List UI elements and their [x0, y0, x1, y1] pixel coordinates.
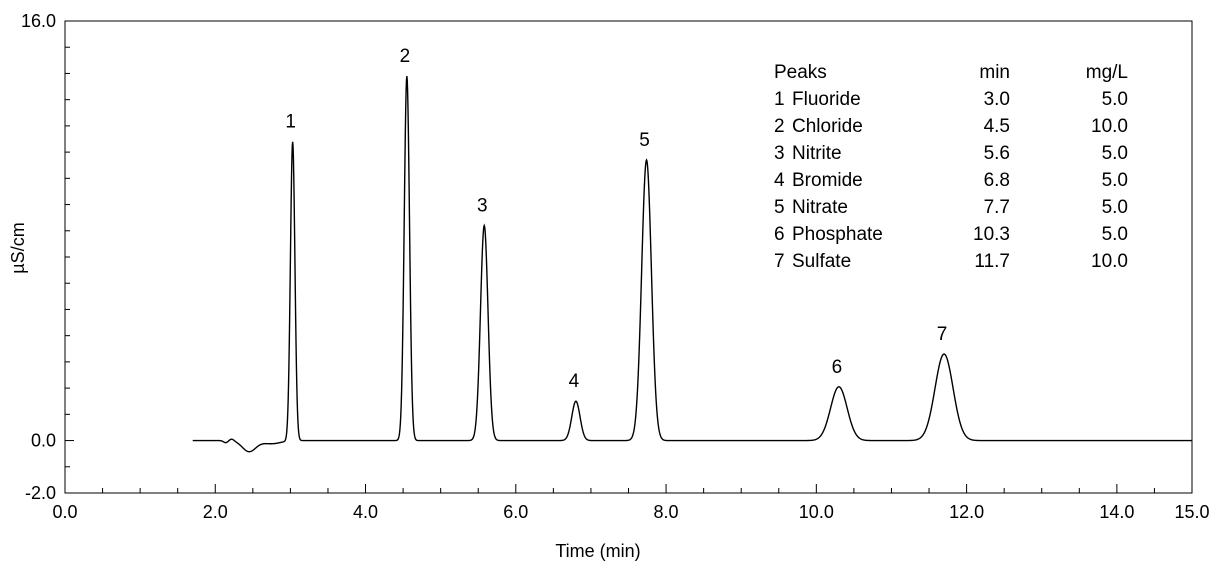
x-tick-label: 0.0 — [52, 502, 77, 522]
legend-peak-number: 5 — [774, 197, 785, 218]
plot-frame — [64, 20, 1193, 494]
peak-label-3: 3 — [477, 196, 488, 217]
y-tick-label: -2.0 — [25, 483, 56, 503]
trace-group — [192, 75, 1192, 453]
x-tick-label: 15.0 — [1174, 502, 1209, 522]
legend-peak-min: 4.5 — [984, 116, 1010, 137]
x-tick-label: 14.0 — [1099, 502, 1134, 522]
legend-header-min: min — [979, 62, 1010, 83]
legend-peak-mgl: 10.0 — [1091, 251, 1128, 272]
legend-peak-mgl: 10.0 — [1091, 116, 1128, 137]
peak-label-7: 7 — [937, 324, 948, 345]
peak-label-2: 2 — [400, 46, 411, 67]
legend-peak-min: 10.3 — [973, 224, 1010, 245]
legend-peak-mgl: 5.0 — [1102, 197, 1128, 218]
y-tick-label: 16.0 — [21, 11, 56, 31]
legend-header-mgl: mg/L — [1086, 62, 1128, 83]
legend-peak-number: 6 — [774, 224, 785, 245]
legend-peak-number: 3 — [774, 143, 785, 164]
legend-peak-number: 7 — [774, 251, 785, 272]
legend-peak-name: Phosphate — [792, 224, 883, 245]
legend-peak-mgl: 5.0 — [1102, 143, 1128, 164]
peak-label-4: 4 — [569, 371, 580, 392]
legend-peak-number: 2 — [774, 116, 785, 137]
legend-peak-name: Bromide — [792, 170, 863, 191]
legend-peak-min: 5.6 — [984, 143, 1010, 164]
legend-peak-mgl: 5.0 — [1102, 89, 1128, 110]
legend-peak-name: Chloride — [792, 116, 863, 137]
legend-peak-number: 1 — [774, 89, 785, 110]
legend-header-peaks: Peaks — [774, 62, 827, 83]
x-tick-label: 10.0 — [799, 502, 834, 522]
peak-label-6: 6 — [832, 357, 843, 378]
legend-peak-min: 3.0 — [984, 89, 1010, 110]
x-tick-label: 2.0 — [203, 502, 228, 522]
legend-table: Peaks min mg/L 1 Fluoride 3.0 5.0 2 Chloride 4… — [774, 62, 1128, 272]
peak-label-5: 5 — [639, 130, 650, 151]
legend-peak-name: Nitrate — [792, 197, 848, 218]
x-tick-label: 6.0 — [503, 502, 528, 522]
legend-peak-min: 6.8 — [984, 170, 1010, 191]
y-axis-title: µS/cm — [8, 222, 28, 273]
x-tick-label: 8.0 — [654, 502, 679, 522]
axes: 0.0 2.0 4.0 6.0 8.0 10.0 12.0 14.0 15.016.00.0-2… — [21, 11, 1210, 522]
legend-peak-name: Fluoride — [792, 89, 861, 110]
x-tick-label: 4.0 — [353, 502, 378, 522]
peak-labels: 1 2 3 4 5 6 7 — [285, 46, 947, 392]
x-tick-label: 12.0 — [949, 502, 984, 522]
legend-peak-number: 4 — [774, 170, 785, 191]
legend-peak-name: Sulfate — [792, 251, 851, 272]
legend-peak-mgl: 5.0 — [1102, 224, 1128, 245]
y-tick-label: 0.0 — [31, 431, 56, 451]
x-axis-title: Time (min) — [555, 541, 640, 561]
chromatogram-trace — [192, 75, 1192, 453]
legend-peak-mgl: 5.0 — [1102, 170, 1128, 191]
peak-label-1: 1 — [285, 112, 296, 133]
legend-peak-min: 7.7 — [984, 197, 1010, 218]
legend-peak-name: Nitrite — [792, 143, 842, 164]
legend-peak-min: 11.7 — [974, 251, 1010, 272]
